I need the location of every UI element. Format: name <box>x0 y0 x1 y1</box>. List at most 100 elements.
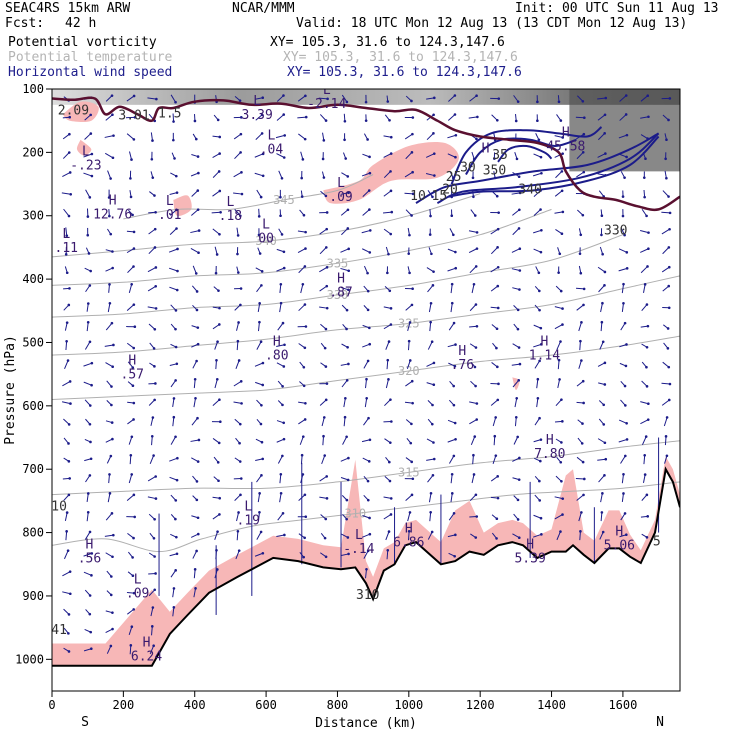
wind-vector-head <box>366 271 369 275</box>
wind-vector-head <box>450 214 454 218</box>
wind-vector-head <box>111 437 114 441</box>
wind-vector-head <box>387 530 391 533</box>
wind-vector-head <box>560 232 564 236</box>
wind-vector <box>340 248 349 253</box>
wind-vector-head <box>473 214 477 217</box>
wind-vector <box>319 247 327 255</box>
x-tick-label: 200 <box>113 698 135 712</box>
y-tick-label: 500 <box>22 335 44 349</box>
wind-vector-head <box>239 380 243 383</box>
wind-vector <box>512 209 520 216</box>
wind-vector-head <box>108 214 111 218</box>
wind-vector <box>407 512 411 522</box>
wind-vector-head <box>90 152 94 156</box>
wind-vector-head <box>518 269 522 272</box>
wind-vector-head <box>132 418 135 421</box>
wind-vector-head <box>646 418 650 421</box>
wind-vector-head <box>283 343 286 347</box>
wind-vector-head <box>133 116 137 119</box>
wind-vector-head <box>538 289 541 293</box>
wind-vector <box>533 343 542 348</box>
wind-vector <box>215 360 217 370</box>
wind-vector-head <box>153 327 157 331</box>
wind-contour-label: 10 <box>410 189 426 204</box>
wind-vector-head <box>346 345 349 349</box>
wind-vector-head <box>643 473 647 476</box>
extremum-value: .18 <box>219 209 242 224</box>
wind-vector-head <box>454 343 457 346</box>
y-tick-label: 900 <box>22 589 44 603</box>
wind-vector-head <box>517 379 521 382</box>
wind-vector <box>469 304 477 312</box>
wind-vector <box>105 322 113 331</box>
extremum-marker: H <box>458 344 466 359</box>
wind-vector-head <box>558 378 561 381</box>
wind-vector-head <box>450 282 454 286</box>
wind-vector-head <box>68 132 71 136</box>
wind-vector <box>621 493 624 503</box>
wind-vector-head <box>110 321 114 325</box>
wind-vector-head <box>150 434 154 438</box>
wind-vector <box>278 170 283 179</box>
wind-vector-head <box>389 513 393 516</box>
wind-vector-head <box>282 421 286 425</box>
wind-vector <box>234 152 241 160</box>
wind-vector <box>233 171 242 178</box>
wind-vector-head <box>282 266 286 270</box>
y-axis-label: Pressure (hPa) <box>3 335 18 445</box>
wind-vector-head <box>69 592 72 596</box>
wind-vector <box>362 209 370 216</box>
wind-vector-head <box>196 532 200 536</box>
wind-vector-head <box>496 227 500 231</box>
wind-vector-head <box>87 252 91 255</box>
wind-vector-head <box>368 208 371 211</box>
wind-vector-head <box>151 416 155 419</box>
extremum-value: 00 <box>258 231 274 246</box>
wind-vector <box>105 552 113 558</box>
extremum-marker: H <box>405 522 413 537</box>
wind-vector <box>190 533 199 538</box>
wind-vector-head <box>279 214 282 218</box>
wind-vector-head <box>558 252 562 256</box>
wind-vector-head <box>600 511 604 514</box>
wind-vector <box>661 382 670 385</box>
wind-vector <box>150 132 153 141</box>
wind-vector-head <box>130 435 134 439</box>
wind-vector-head <box>174 379 177 382</box>
wind-vector-head <box>582 303 585 307</box>
wind-vector <box>191 457 199 463</box>
wind-vector-head <box>496 118 499 122</box>
wind-vector-head <box>154 307 158 310</box>
wind-vector-head <box>280 233 284 236</box>
wind-vector <box>597 153 606 158</box>
wind-vector-head <box>645 214 648 218</box>
wind-vector-head <box>283 134 287 137</box>
wind-vector <box>321 455 326 465</box>
extremum-marker: L <box>337 176 345 191</box>
y-tick-label: 700 <box>22 462 44 476</box>
wind-vector <box>447 267 456 272</box>
wind-vector-head <box>517 478 521 481</box>
wind-vector-head <box>539 438 543 441</box>
wind-vector-head <box>151 176 155 179</box>
wind-vector <box>620 455 626 464</box>
wind-vector-head <box>301 435 305 438</box>
wind-vector-head <box>388 460 391 464</box>
wind-vector <box>61 401 71 405</box>
extremum-value: .01 <box>158 208 181 223</box>
wind-vector-head <box>622 492 625 495</box>
wind-vector-head <box>429 301 433 305</box>
wind-vector-head <box>67 214 71 218</box>
extremum-value: 5.39 <box>514 551 545 566</box>
wind-vector <box>490 247 498 255</box>
wind-vector <box>472 455 474 465</box>
wind-vector <box>405 209 412 216</box>
wind-vector-head <box>387 252 390 256</box>
wind-vector-head <box>260 403 263 407</box>
wind-vector-head <box>304 230 307 234</box>
wind-vector-head <box>261 174 265 178</box>
wind-vector <box>277 455 283 464</box>
extremum-value: .04 <box>260 143 284 158</box>
wind-vector <box>662 285 670 292</box>
wind-vector-head <box>111 611 114 614</box>
